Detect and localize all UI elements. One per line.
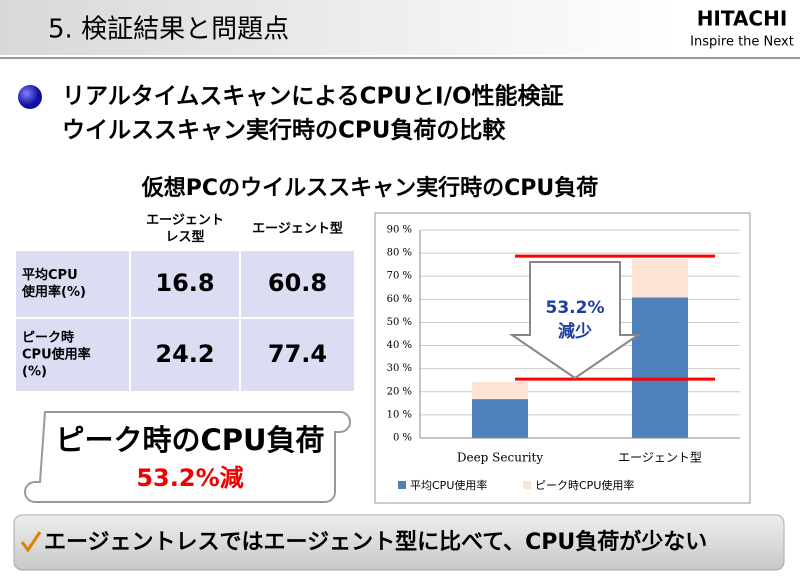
y-tick-label: 20 % xyxy=(387,386,412,397)
tagline: Inspire the Next xyxy=(690,35,794,50)
table-cell xyxy=(14,207,131,251)
legend-label: ピーク時CPU使用率 xyxy=(535,478,634,492)
column-header: レス型 xyxy=(165,229,204,245)
table-cell xyxy=(14,317,131,393)
table-cell xyxy=(239,249,356,319)
slide-title: 5. 検証結果と問題点 xyxy=(48,15,289,45)
table-cell xyxy=(239,317,356,393)
table-cell xyxy=(14,249,131,319)
legend-label: 平均CPU使用率 xyxy=(410,478,487,492)
reduction-arrow xyxy=(508,261,642,380)
y-tick-label: 30 % xyxy=(387,363,412,374)
y-tick-label: 70 % xyxy=(387,271,412,282)
row-label: (%) xyxy=(22,365,47,380)
scroll-callout xyxy=(24,411,351,503)
table-cell xyxy=(129,249,241,319)
bar xyxy=(472,399,528,438)
bullet-dot xyxy=(18,85,42,109)
y-tick-label: 40 % xyxy=(387,340,412,351)
bullet-line: ウイルススキャン実行時のCPU負荷の比較 xyxy=(62,117,506,144)
callout-title: ピーク時のCPU負荷 xyxy=(55,423,324,457)
check-icon xyxy=(20,531,42,553)
table-value: 60.8 xyxy=(268,269,327,297)
table-value: 16.8 xyxy=(155,269,214,297)
callout-text: 53.2%減 xyxy=(136,464,243,492)
y-tick-label: 80 % xyxy=(387,248,412,259)
legend-swatch xyxy=(523,481,531,489)
table-cell xyxy=(129,207,241,251)
annotation: 53.2% xyxy=(546,298,605,318)
table-cell xyxy=(129,317,241,393)
x-tick-label: エージェント型 xyxy=(618,451,702,465)
column-header: エージェント xyxy=(146,213,224,228)
y-tick-label: 90 % xyxy=(387,225,412,236)
conclusion-bar xyxy=(13,514,785,571)
logo: HITACHI xyxy=(697,7,788,31)
bullet-line: リアルタイムスキャンによるCPUとI/O性能検証 xyxy=(62,83,564,110)
row-label: 平均CPU xyxy=(22,267,78,283)
conclusion: エージェントレスではエージェント型に比べて、CPU負荷が少ない xyxy=(44,529,707,555)
row-label: CPU使用率 xyxy=(22,347,91,363)
row-label: 使用率(%) xyxy=(21,284,86,300)
column-header: エージェント型 xyxy=(252,221,343,237)
legend-swatch xyxy=(398,481,406,489)
y-tick-label: 0 % xyxy=(393,433,412,444)
annotation: 減少 xyxy=(558,321,592,342)
table-value: 77.4 xyxy=(268,340,327,368)
subtitle: 仮想PCのウイルススキャン実行時のCPU負荷 xyxy=(141,175,598,201)
y-tick-label: 60 % xyxy=(387,294,412,305)
table-cell xyxy=(239,207,356,251)
x-tick-label: Deep Security xyxy=(457,451,543,465)
table-value: 24.2 xyxy=(155,340,214,368)
row-label: ピーク時 xyxy=(22,330,74,346)
header-bar xyxy=(0,0,680,55)
bar xyxy=(632,297,688,438)
y-tick-label: 10 % xyxy=(387,409,412,420)
y-tick-label: 50 % xyxy=(387,317,412,328)
